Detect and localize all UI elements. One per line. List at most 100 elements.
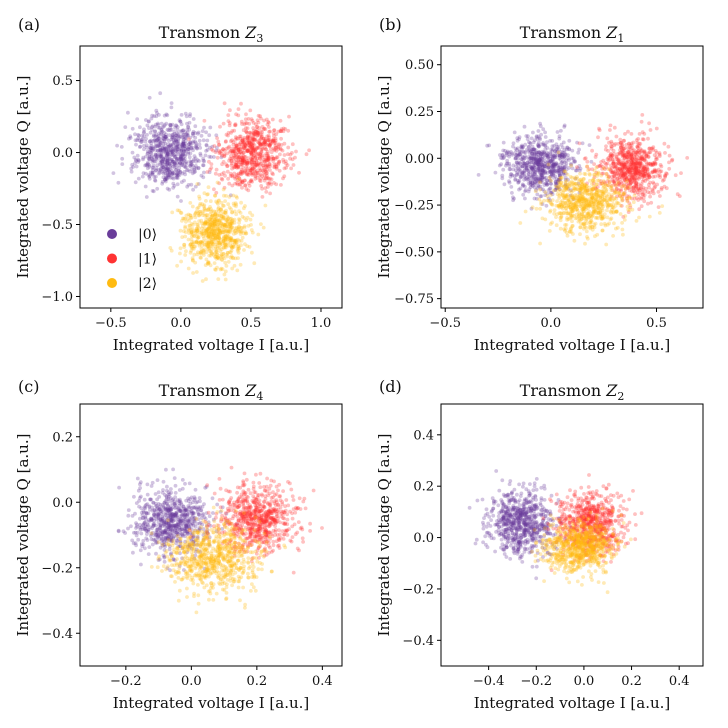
data-point xyxy=(176,152,181,157)
data-point xyxy=(198,146,203,150)
data-point xyxy=(560,153,565,158)
data-point xyxy=(274,145,278,150)
data-point xyxy=(281,129,286,134)
data-point xyxy=(245,160,250,165)
data-point xyxy=(211,242,216,247)
data-point xyxy=(545,146,550,150)
data-point xyxy=(536,161,540,166)
data-point xyxy=(168,143,173,148)
data-point xyxy=(258,161,263,166)
data-point xyxy=(182,144,187,148)
data-point xyxy=(574,168,579,173)
data-point xyxy=(226,219,230,224)
data-point xyxy=(279,143,284,147)
data-point xyxy=(179,156,184,161)
data-point xyxy=(273,143,278,148)
data-point xyxy=(549,165,553,170)
data-point xyxy=(242,248,246,252)
data-point xyxy=(511,198,515,203)
data-point xyxy=(614,196,619,201)
data-point xyxy=(247,130,252,135)
data-point xyxy=(223,234,228,239)
data-point xyxy=(210,235,215,240)
data-point xyxy=(277,168,282,173)
data-point xyxy=(158,154,163,159)
data-point xyxy=(561,140,566,145)
data-point xyxy=(542,167,546,172)
data-point xyxy=(515,153,520,158)
data-point xyxy=(173,154,178,159)
series-1 xyxy=(111,91,233,203)
data-point xyxy=(511,167,516,172)
data-point xyxy=(181,133,186,137)
data-point xyxy=(159,155,164,160)
data-point xyxy=(551,172,555,177)
data-point xyxy=(643,169,648,174)
data-point xyxy=(191,131,195,136)
data-point xyxy=(534,206,539,211)
data-point xyxy=(539,159,544,164)
data-point xyxy=(504,151,509,156)
data-point xyxy=(213,267,217,272)
data-point xyxy=(239,172,244,177)
data-point xyxy=(185,513,190,518)
data-point xyxy=(160,165,165,170)
data-point xyxy=(271,156,276,161)
data-point xyxy=(264,156,269,161)
data-point xyxy=(532,170,537,175)
data-point xyxy=(571,197,576,202)
data-point xyxy=(556,169,560,173)
data-point xyxy=(175,173,180,178)
data-point xyxy=(532,154,536,159)
data-point xyxy=(180,478,185,482)
data-point xyxy=(286,128,291,133)
data-point xyxy=(216,232,221,237)
data-point xyxy=(159,121,164,126)
data-point xyxy=(167,162,172,167)
data-point xyxy=(196,512,201,516)
data-point xyxy=(241,231,246,236)
data-point xyxy=(530,180,535,185)
data-point xyxy=(535,192,540,197)
data-point xyxy=(519,145,524,150)
data-point xyxy=(532,180,537,185)
data-point xyxy=(262,138,267,143)
data-point xyxy=(134,159,139,163)
data-point xyxy=(245,131,250,135)
data-point xyxy=(180,235,185,240)
data-point xyxy=(183,136,188,141)
data-point xyxy=(521,149,525,154)
data-point xyxy=(230,225,234,229)
data-point xyxy=(155,138,160,142)
data-point xyxy=(529,182,534,187)
data-point xyxy=(158,91,163,96)
data-point xyxy=(165,176,170,180)
data-point xyxy=(231,243,235,248)
data-point xyxy=(259,135,264,140)
data-point xyxy=(533,156,537,161)
data-point xyxy=(670,158,674,163)
data-point xyxy=(568,193,573,198)
data-point xyxy=(130,162,135,167)
data-point xyxy=(208,235,213,240)
data-point xyxy=(215,218,220,223)
data-point xyxy=(555,145,560,150)
data-point xyxy=(515,172,520,176)
data-point xyxy=(168,246,173,250)
data-point xyxy=(151,500,156,505)
data-point xyxy=(119,145,124,149)
data-point xyxy=(195,234,200,239)
data-point xyxy=(520,164,525,169)
data-point xyxy=(595,188,599,193)
data-point xyxy=(175,182,180,187)
data-point xyxy=(184,165,188,169)
data-point xyxy=(255,127,259,132)
data-point xyxy=(249,151,254,155)
data-point xyxy=(223,242,228,247)
data-point xyxy=(157,113,161,117)
data-point xyxy=(191,229,196,234)
data-point xyxy=(551,166,556,171)
data-point xyxy=(167,187,172,192)
data-point xyxy=(648,128,653,132)
data-point xyxy=(202,118,207,123)
